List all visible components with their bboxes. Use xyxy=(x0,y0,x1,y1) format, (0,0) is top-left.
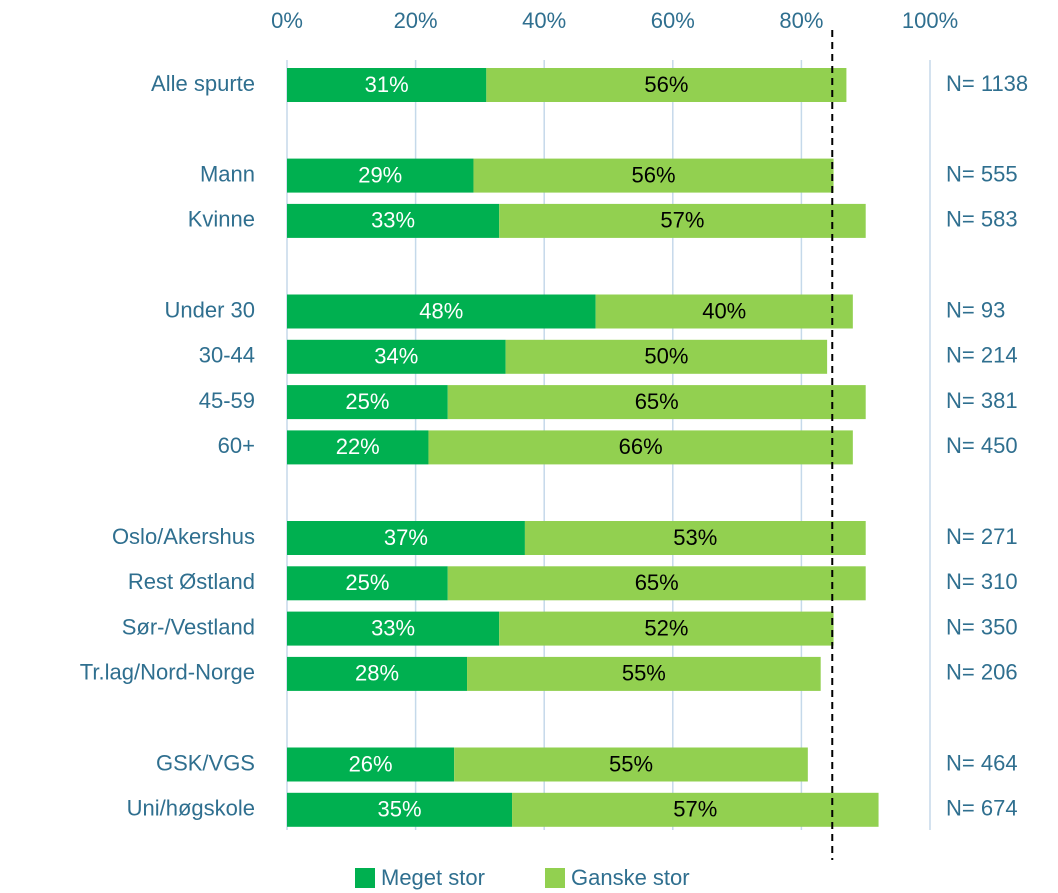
bar-segment xyxy=(287,339,506,374)
bar-segment xyxy=(287,566,448,601)
x-tick-label: 60% xyxy=(651,8,695,33)
n-label: N= 350 xyxy=(946,614,1018,639)
value-label: 56% xyxy=(631,162,675,187)
bar-segment xyxy=(505,339,828,374)
value-label: 55% xyxy=(622,661,666,686)
y-tick-label: GSK/VGS xyxy=(156,750,255,775)
n-label: N= 93 xyxy=(946,297,1005,322)
bar-segment xyxy=(287,158,474,193)
n-label: N= 674 xyxy=(946,796,1018,821)
n-label: N= 583 xyxy=(946,207,1018,232)
value-label: 35% xyxy=(378,797,422,822)
value-label: 53% xyxy=(673,525,717,550)
value-label: 40% xyxy=(702,298,746,323)
bar-segment xyxy=(287,611,500,646)
value-label: 48% xyxy=(419,298,463,323)
y-tick-label: Alle spurte xyxy=(151,71,255,96)
y-tick-label: Under 30 xyxy=(164,297,255,322)
bar-segment xyxy=(287,521,525,555)
value-label: 25% xyxy=(345,570,389,595)
value-label: 31% xyxy=(365,72,409,97)
x-tick-label: 40% xyxy=(522,8,566,33)
bar-segment xyxy=(454,747,808,782)
x-tick-label: 100% xyxy=(902,8,958,33)
value-label: 57% xyxy=(660,208,704,233)
legend-label: Ganske stor xyxy=(571,865,690,890)
bar-segment xyxy=(595,294,853,329)
y-tick-label: Oslo/Akershus xyxy=(112,524,255,549)
n-label: N= 271 xyxy=(946,524,1018,549)
bar-segment xyxy=(287,68,487,102)
value-label: 57% xyxy=(673,797,717,822)
bar-segment xyxy=(287,203,500,238)
y-tick-label: 60+ xyxy=(218,433,255,458)
bar-segment xyxy=(447,385,866,420)
bar-segment xyxy=(428,430,853,465)
y-tick-label: Mann xyxy=(200,161,255,186)
y-tick-label: Tr.lag/Nord-Norge xyxy=(80,660,255,685)
value-label: 50% xyxy=(644,344,688,369)
n-label: N= 206 xyxy=(946,660,1018,685)
bar-segment xyxy=(473,158,834,193)
n-label: N= 464 xyxy=(946,750,1018,775)
bar-segment xyxy=(287,656,468,691)
value-label: 56% xyxy=(644,72,688,97)
y-tick-label: 45-59 xyxy=(199,388,255,413)
bar-segment xyxy=(512,792,879,827)
bar-segment xyxy=(287,747,455,782)
bar-segment xyxy=(524,521,866,555)
legend-label: Meget stor xyxy=(381,865,485,890)
bar-segment xyxy=(499,203,866,238)
n-label: N= 1138 xyxy=(946,71,1028,96)
bar-segment xyxy=(499,611,834,646)
value-label: 66% xyxy=(619,434,663,459)
y-tick-label: 30-44 xyxy=(199,343,255,368)
bar-segment xyxy=(486,68,847,102)
bar-segment xyxy=(447,566,866,601)
value-label: 52% xyxy=(644,615,688,640)
bar-segment xyxy=(287,385,448,420)
value-label: 33% xyxy=(371,615,415,640)
bar-segment xyxy=(467,656,821,691)
legend-swatch xyxy=(545,868,565,888)
y-tick-label: Rest Østland xyxy=(128,569,255,594)
value-label: 25% xyxy=(345,389,389,414)
bar-segment xyxy=(287,294,596,329)
bar-segment xyxy=(287,792,513,827)
n-label: N= 310 xyxy=(946,569,1018,594)
value-label: 37% xyxy=(384,525,428,550)
x-tick-label: 20% xyxy=(394,8,438,33)
value-label: 29% xyxy=(358,162,402,187)
n-label: N= 555 xyxy=(946,161,1018,186)
n-label: N= 450 xyxy=(946,433,1018,458)
y-tick-label: Uni/høgskole xyxy=(127,796,255,821)
n-label: N= 214 xyxy=(946,343,1018,368)
x-tick-label: 0% xyxy=(271,8,303,33)
value-label: 65% xyxy=(635,570,679,595)
value-label: 26% xyxy=(349,751,393,776)
y-tick-label: Sør-/Vestland xyxy=(122,614,255,639)
value-label: 28% xyxy=(355,661,399,686)
bar-segment xyxy=(287,430,429,465)
value-label: 65% xyxy=(635,389,679,414)
value-label: 34% xyxy=(374,344,418,369)
n-label: N= 381 xyxy=(946,388,1018,413)
y-tick-label: Kvinne xyxy=(188,207,255,232)
value-label: 33% xyxy=(371,208,415,233)
value-label: 55% xyxy=(609,751,653,776)
x-tick-label: 80% xyxy=(779,8,823,33)
value-label: 22% xyxy=(336,434,380,459)
legend-swatch xyxy=(355,868,375,888)
